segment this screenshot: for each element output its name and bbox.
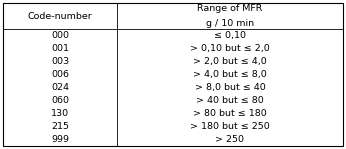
Text: > 40 but ≤ 80: > 40 but ≤ 80 <box>196 96 264 105</box>
Text: 215: 215 <box>51 122 69 131</box>
Text: > 250: > 250 <box>216 135 245 144</box>
Text: 999: 999 <box>51 135 69 144</box>
Text: g / 10 min: g / 10 min <box>206 19 254 28</box>
Text: ≤ 0,10: ≤ 0,10 <box>214 31 246 40</box>
Text: > 80 but ≤ 180: > 80 but ≤ 180 <box>193 109 267 118</box>
Text: 130: 130 <box>51 109 69 118</box>
Text: Range of MFR: Range of MFR <box>197 4 263 13</box>
Text: 001: 001 <box>51 44 69 53</box>
Text: > 180 but ≤ 250: > 180 but ≤ 250 <box>190 122 270 131</box>
Text: 024: 024 <box>51 83 69 92</box>
Text: 060: 060 <box>51 96 69 105</box>
Text: > 2,0 but ≤ 4,0: > 2,0 but ≤ 4,0 <box>193 57 267 66</box>
Text: 003: 003 <box>51 57 69 66</box>
Text: > 0,10 but ≤ 2,0: > 0,10 but ≤ 2,0 <box>190 44 270 53</box>
Text: 006: 006 <box>51 70 69 79</box>
Text: 000: 000 <box>51 31 69 40</box>
Text: Code-number: Code-number <box>28 12 92 21</box>
Text: > 8,0 but ≤ 40: > 8,0 but ≤ 40 <box>194 83 265 92</box>
Text: > 4,0 but ≤ 8,0: > 4,0 but ≤ 8,0 <box>193 70 267 79</box>
